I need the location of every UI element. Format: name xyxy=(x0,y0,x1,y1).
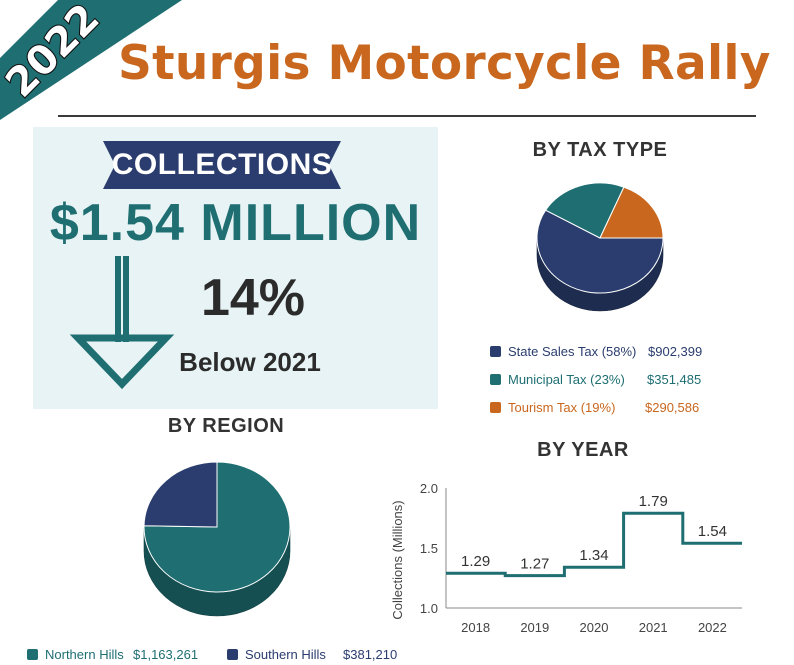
corner-year: 2022 xyxy=(0,0,108,106)
region-slice-southern-hills xyxy=(143,461,218,528)
data-label: 1.27 xyxy=(520,556,549,573)
region-legend-label: Northern Hills xyxy=(45,647,124,662)
y-tick-label: 1.5 xyxy=(420,541,438,556)
x-tick-label: 2019 xyxy=(520,620,549,635)
tax-legend-item: State Sales Tax (58%) xyxy=(490,344,636,359)
tax-legend-value: $290,586 xyxy=(645,400,700,415)
tax-slice-municipal-tax xyxy=(544,182,625,239)
tax-type-title: BY TAX TYPE xyxy=(532,139,668,161)
year-title: BY YEAR xyxy=(537,439,629,461)
y-tick-label: 1.0 xyxy=(420,601,438,616)
tax-slice-state-sales-tax xyxy=(536,209,664,294)
tax-legend-item: Municipal Tax (23%) xyxy=(490,372,625,387)
data-label: 1.54 xyxy=(698,523,727,540)
y-axis-label: Collections (Millions) xyxy=(390,500,405,619)
region-legend-label: Southern Hills xyxy=(245,647,326,662)
tax-legend-label: Tourism Tax (19%) xyxy=(508,400,616,415)
x-tick-label: 2022 xyxy=(698,620,727,635)
tax-legend-value: $902,399 xyxy=(648,344,703,359)
tax-legend-label: State Sales Tax (58%) xyxy=(508,344,637,359)
title-divider xyxy=(58,115,756,117)
region-title: BY REGION xyxy=(167,415,285,437)
legend-swatch xyxy=(490,402,501,413)
year-step-chart: 1.0 1.5 2.0 Collections (Millions) 1.29 2018 1… xyxy=(390,481,742,635)
collections-label: COLLECTIONS xyxy=(111,148,333,181)
region-slice-northern-hills xyxy=(143,461,291,593)
step-line-series xyxy=(446,511,742,578)
legend-swatch xyxy=(227,649,238,660)
tax-legend-value: $351,485 xyxy=(647,372,702,387)
legend-swatch xyxy=(490,374,501,385)
data-label: 1.29 xyxy=(461,553,490,570)
region-legend-item: Southern Hills xyxy=(227,647,326,662)
data-label: 1.79 xyxy=(639,493,668,510)
tax-legend-label: Municipal Tax (23%) xyxy=(508,372,625,387)
x-tick-label: 2021 xyxy=(639,620,668,635)
region-legend-value: $1,163,261 xyxy=(133,647,199,662)
legend-swatch xyxy=(490,346,501,357)
tax-legend-item: Tourism Tax (19%) xyxy=(490,400,615,415)
region-pie-chart xyxy=(143,461,291,617)
y-tick-label: 2.0 xyxy=(420,481,438,496)
region-legend-item: Northern Hills xyxy=(27,647,124,662)
x-tick-label: 2018 xyxy=(461,620,490,635)
legend-swatch xyxy=(27,649,38,660)
page-title: Sturgis Motorcycle Rally xyxy=(118,36,771,91)
x-tick-label: 2020 xyxy=(580,620,609,635)
collections-amount: $1.54 MILLION xyxy=(49,194,422,252)
region-legend-value: $381,210 xyxy=(343,647,398,662)
down-arrow-icon xyxy=(70,256,175,390)
change-percent: 14% xyxy=(200,269,306,327)
change-caption: Below 2021 xyxy=(179,347,321,377)
tax-slice-tourism-tax xyxy=(599,186,664,239)
tax-type-pie-chart xyxy=(536,182,664,312)
collections-banner xyxy=(103,141,341,189)
data-label: 1.34 xyxy=(579,547,608,564)
